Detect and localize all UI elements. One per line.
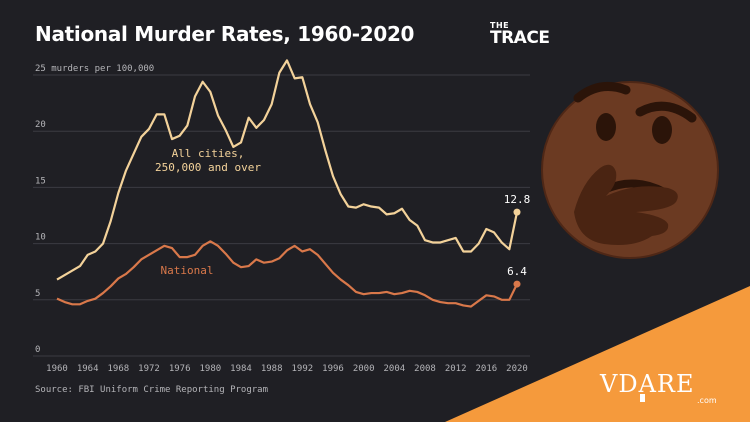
x-tick-label: 1980 bbox=[199, 364, 221, 374]
logo-small-text: THE bbox=[490, 21, 510, 30]
x-tick-label: 1988 bbox=[261, 364, 283, 374]
tick-layer: 0 5 10 15 20 25 murders per 100,000 1960 1964 19… bbox=[35, 64, 528, 374]
x-tick-label: 1992 bbox=[291, 364, 313, 374]
vdare-domain: .com bbox=[697, 396, 717, 405]
national-line-end-label: 6.4 bbox=[507, 265, 527, 278]
logo-big-text: TRACE bbox=[490, 28, 550, 48]
x-tick-label: 2000 bbox=[353, 364, 375, 374]
y-tick-label: 20 bbox=[35, 120, 46, 130]
y-tick-label: 5 bbox=[35, 289, 40, 299]
x-tick-label: 1976 bbox=[169, 364, 191, 374]
cities-line bbox=[56, 59, 519, 281]
cities-line-end-label: 12.8 bbox=[504, 193, 531, 206]
y-tick-label: 25 murders per 100,000 bbox=[35, 64, 154, 74]
trace-logo: THE TRACE bbox=[490, 21, 550, 48]
corner-banner bbox=[445, 286, 750, 422]
x-tick-label: 2004 bbox=[383, 364, 405, 374]
y-tick-label: 15 bbox=[35, 176, 46, 186]
vdare-lock-icon bbox=[640, 394, 645, 402]
national-line bbox=[56, 240, 518, 308]
cities-line-end-point bbox=[513, 208, 521, 216]
national-line-end-point bbox=[513, 280, 521, 288]
x-tick-label: 1960 bbox=[46, 364, 68, 374]
y-tick-label: 10 bbox=[35, 233, 46, 243]
x-tick-label: 1972 bbox=[138, 364, 160, 374]
y-tick-label: 0 bbox=[35, 345, 40, 355]
source-note: Source: FBI Uniform Crime Reporting Prog… bbox=[35, 385, 268, 395]
x-tick-label: 1968 bbox=[107, 364, 129, 374]
vdare-watermark: VDARE bbox=[600, 370, 695, 398]
x-tick-label: 1964 bbox=[77, 364, 99, 374]
chart-title: National Murder Rates, 1960-2020 bbox=[35, 22, 415, 46]
national-series-label: National bbox=[161, 264, 214, 277]
label-layer: 12.8 6.4 All cities,250,000 and over Nation… bbox=[155, 147, 530, 278]
cities-series-label-line2: 250,000 and over bbox=[155, 161, 261, 174]
x-tick-label: 2020 bbox=[506, 364, 528, 374]
thinking-face-icon bbox=[541, 81, 719, 259]
grid-layer bbox=[33, 74, 530, 357]
x-tick-label: 1984 bbox=[230, 364, 252, 374]
series-layer bbox=[56, 59, 521, 308]
cities-series-label-line1: All cities, bbox=[172, 147, 245, 160]
x-tick-label: 2016 bbox=[475, 364, 497, 374]
x-tick-label: 1996 bbox=[322, 364, 344, 374]
x-tick-label: 2012 bbox=[445, 364, 467, 374]
x-tick-label: 2008 bbox=[414, 364, 436, 374]
